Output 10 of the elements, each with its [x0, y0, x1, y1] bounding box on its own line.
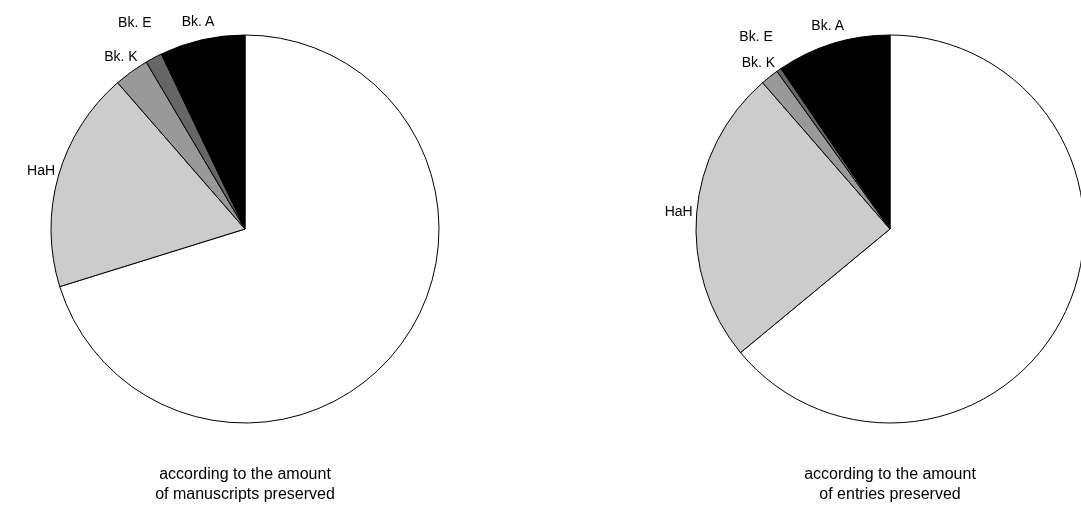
slice-label: Bk. A	[181, 13, 216, 30]
text: according to the amount of manuscripts preserved	[155, 465, 335, 502]
slice-label: HaH	[664, 202, 693, 219]
slice-label: Bk. K	[104, 48, 139, 65]
slice-label: Bk. E	[739, 28, 773, 45]
slice-label: Bk. E	[118, 13, 152, 30]
slice-label: Bk. K	[741, 53, 776, 70]
slice-label: Bk. A	[811, 17, 845, 34]
slice-label: HaH	[27, 162, 56, 179]
text: according to the amount of entries preserved	[804, 465, 977, 502]
